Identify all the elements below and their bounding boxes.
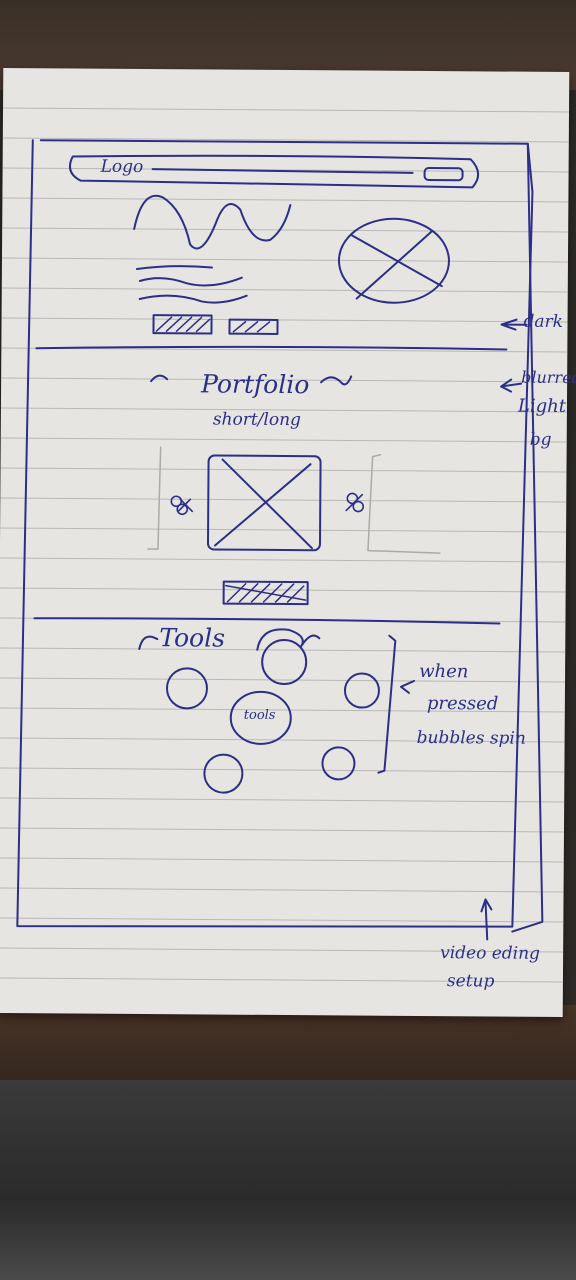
portfolio-card-left: [147, 446, 162, 550]
carousel-next-icon[interactable]: [345, 492, 365, 513]
hero-button-secondary[interactable]: [228, 318, 279, 335]
tool-bubble[interactable]: [165, 667, 208, 710]
annotation-setup: setup: [446, 971, 495, 992]
cloth-background: [0, 1080, 576, 1280]
annotation-pressed: pressed: [426, 693, 499, 715]
hero-button-primary[interactable]: [152, 314, 213, 335]
annotation-bubbles-spin: bubbles spin: [416, 727, 526, 749]
portfolio-subtitle: short/long: [212, 409, 302, 431]
phone-frame: [16, 139, 534, 928]
hero-image-placeholder: [337, 217, 450, 304]
tool-bubble[interactable]: [261, 639, 308, 686]
tool-bubble[interactable]: [203, 753, 244, 794]
tool-bubble-labeled[interactable]: [229, 690, 292, 745]
section-divider-1: [35, 345, 508, 351]
bubbles-bracket: [377, 634, 397, 774]
portfolio-image-placeholder: [206, 454, 322, 552]
annotation-light: Light: [517, 395, 567, 417]
hero-heading-squiggle: [133, 194, 292, 250]
tool-bubble[interactable]: [321, 746, 356, 781]
annotation-video-setup: video eding: [440, 943, 541, 964]
annotation-bg: bg: [529, 429, 552, 450]
menu-button[interactable]: [423, 167, 464, 182]
annotation-blurred: blurred: [521, 367, 576, 388]
tool-bubble[interactable]: [343, 672, 380, 709]
tools-title: Tools: [159, 623, 226, 653]
header-bar: [68, 154, 480, 189]
carousel-prev-icon[interactable]: [170, 495, 194, 516]
annotation-dark: dark: [523, 311, 564, 332]
annotation-when: when: [419, 660, 469, 683]
ruled-lines: [0, 107, 570, 983]
tool-bubble-label: tools: [243, 707, 276, 723]
portfolio-title: Portfolio: [201, 369, 310, 400]
header-logo[interactable]: Logo: [100, 156, 144, 178]
portfolio-card-right: [367, 453, 441, 554]
notebook-page: Logo dark blurred Light bg Portfolio sho…: [0, 68, 576, 1017]
phone-frame-right: [511, 142, 544, 933]
section-divider-2: [33, 617, 501, 625]
portfolio-button[interactable]: [222, 580, 309, 606]
